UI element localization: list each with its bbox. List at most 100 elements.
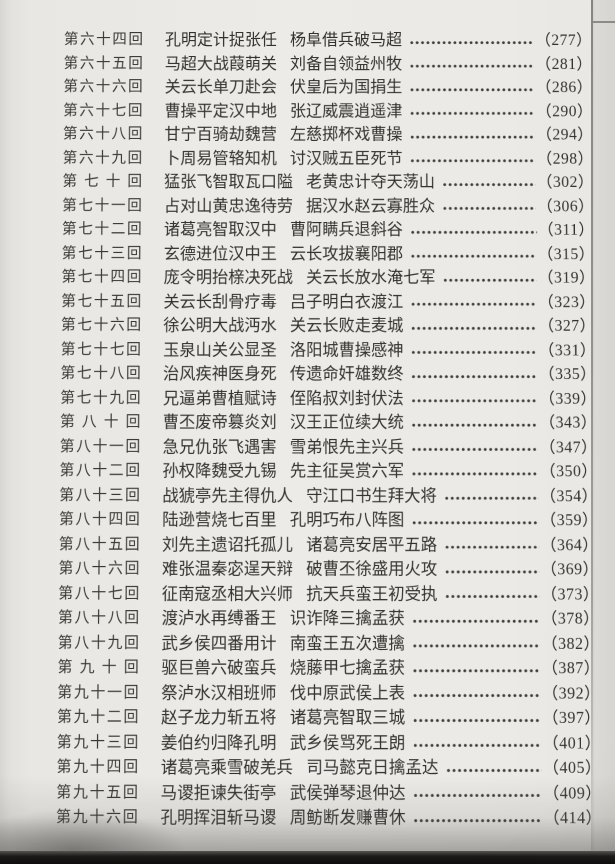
chapter-number: 第七十七回 (60, 341, 141, 358)
page-number: （359） (540, 511, 599, 530)
chapter-title-first: 关云长刮骨疗毒 (163, 293, 277, 311)
page-number: （315） (537, 245, 596, 263)
page-number: （405） (542, 759, 602, 778)
chapter-number: 第七十回 (62, 173, 143, 191)
dot-leader (410, 411, 539, 436)
chapter-title-first: 治风疾神医身死 (162, 365, 277, 384)
chapter-title-first: 卜周易管辂知机 (164, 150, 277, 168)
chapter-number: 第八十一回 (59, 438, 141, 456)
toc-row: 第六十五回 马超大战葭萌关 刘备自领益州牧 （281） (0, 52, 593, 77)
chapter-title-second: 杨阜借兵破马超 (290, 31, 403, 50)
page-number: （364） (540, 536, 599, 554)
book-edge-dark-strip (0, 851, 615, 864)
chapter-title-second: 老黄忠计夺天荡山 (306, 173, 436, 192)
chapter-number: 第七十五回 (61, 293, 142, 310)
chapter-title-second: 云长攻拔襄阳郡 (289, 245, 404, 263)
page-number: （350） (539, 462, 598, 481)
chapter-number: 第九十一回 (57, 684, 139, 702)
chapter-title-second: 吕子明白衣渡江 (289, 293, 404, 311)
dot-leader (411, 435, 539, 460)
dot-leader (412, 631, 541, 657)
chapter-number: 第九十三回 (56, 734, 139, 752)
chapter-title-first: 难张温秦宓逞天辩 (161, 560, 293, 579)
chapter-title-first: 猛张飞智取瓦口隘 (164, 173, 293, 192)
dot-leader (411, 508, 540, 534)
chapter-number: 第八十回 (59, 414, 141, 431)
toc-row: 第七十五回 关云长刮骨疗毒 吕子明白衣渡江 （323） (0, 290, 596, 315)
chapter-title-second: 诸葛亮智取三城 (289, 709, 406, 728)
dot-leader (409, 147, 536, 171)
chapter-title-second: 武侯弹琴退仲达 (289, 784, 406, 803)
chapter-title-first: 甘宁百骑劫魏营 (164, 126, 277, 144)
page-number: （277） (535, 31, 593, 50)
dot-leader (441, 170, 536, 195)
toc-row: 第九十一回 祭泸水汉相班师 伐中原武侯上表 （392） (0, 681, 601, 707)
page-number: （290） (536, 102, 594, 120)
page-number: （369） (540, 560, 600, 579)
toc-row: 第八十五回 刘先主遗诏托孤儿 诸葛亮安居平五路 （364） (0, 533, 599, 558)
chapter-title-first: 兄逼弟曹植赋诗 (162, 389, 277, 408)
dot-leader (409, 218, 538, 243)
chapter-number: 第六十六回 (63, 79, 143, 96)
page-number: （286） (535, 79, 593, 97)
page-number: （414） (543, 809, 603, 828)
dot-leader (444, 533, 540, 558)
dot-leader (442, 266, 537, 291)
toc-row: 第七十回 猛张飞智取瓦口隘 老黄忠计夺天荡山 （302） (0, 170, 595, 195)
dot-leader (410, 314, 538, 339)
chapter-title-first: 玉泉山关公显圣 (163, 341, 277, 359)
dot-leader (412, 730, 542, 756)
chapter-title-first: 庞令明抬榇决死战 (163, 269, 293, 287)
chapter-title-second: 关云长放水淹七军 (306, 269, 436, 287)
chapter-title-first: 赵子龙力斩五将 (161, 709, 277, 728)
toc-list: 第六十四回 孔明定计捉张任 杨阜借兵破马超 （277） 第六十五回 马超大战葭萌… (0, 29, 603, 832)
dot-leader (444, 582, 541, 607)
chapter-title-second: 据汉水赵云寡胜众 (306, 197, 436, 215)
page-number: （392） (542, 684, 601, 703)
page-number: （397） (542, 709, 602, 728)
chapter-number: 第八十八回 (57, 610, 140, 627)
toc-row: 第八十七回 征南寇丞相大兴师 抗天兵蛮王初受执 （373） (0, 582, 599, 607)
chapter-title-first: 急兄仇张飞遇害 (162, 438, 277, 457)
toc-row: 第六十九回 卜周易管辂知机 讨汉贼五臣死节 （298） (0, 147, 594, 171)
page-number: （306） (536, 197, 595, 215)
chapter-title-second: 关云长败走麦城 (289, 317, 404, 335)
dot-leader (412, 780, 543, 807)
page-number: （294） (536, 126, 594, 144)
dot-leader (412, 706, 542, 731)
page-number: （335） (538, 365, 597, 384)
page-number: （409） (543, 784, 602, 803)
toc-row: 第八十一回 急兄仇张飞遇害 雪弟恨先主兴兵 （347） (0, 435, 598, 460)
chapter-title-second: 刘备自领益州牧 (290, 55, 403, 73)
page-number: （302） (536, 173, 595, 192)
toc-row: 第七十一回 占对山黄忠逸待劳 据汉水赵云寡胜众 （306） (0, 194, 595, 219)
toc-row: 第八十三回 战猇亭先主得仇人 守江口书生拜大将 （354） (0, 484, 598, 509)
toc-row: 第九十六回 孔明挥泪斩马谡 周鲂断发赚曹休 （414） (0, 806, 603, 832)
chapter-title-second: 洛阳城曹操感神 (289, 341, 404, 359)
chapter-number: 第八十三回 (59, 487, 140, 504)
chapter-number: 第九十五回 (56, 784, 138, 802)
dot-leader (409, 76, 535, 100)
toc-row: 第八十回 曹丕废帝篡炎刘 汉王正位续大统 （343） (0, 411, 597, 436)
chapter-title-first: 马谡拒谏失街亭 (160, 784, 277, 803)
toc-row: 第七十二回 诸葛亮智取汉中 曹阿瞒兵退斜谷 （311） (0, 218, 595, 243)
chapter-title-second: 武乡侯骂死王朗 (289, 734, 406, 753)
toc-row: 第七十四回 庞令明抬榇决死战 关云长放水淹七军 （319） (0, 266, 595, 291)
chapter-number: 第六十四回 (63, 31, 143, 49)
dot-leader (445, 755, 543, 781)
page-number: （281） (535, 55, 593, 73)
dot-leader (409, 52, 535, 77)
chapter-title-first: 占对山黄忠逸待劳 (163, 197, 293, 215)
chapter-title-second: 先主征吴赏六军 (289, 462, 405, 481)
page-number: （373） (541, 585, 600, 604)
page-number: （378） (541, 610, 600, 628)
dot-leader (410, 290, 538, 315)
toc-row: 第六十四回 孔明定计捉张任 杨阜借兵破马超 （277） (0, 29, 592, 53)
dot-leader (443, 484, 540, 509)
chapter-title-first: 祭泸水汉相班师 (161, 684, 277, 703)
chapter-title-second: 雪弟恨先主兴兵 (289, 438, 405, 457)
toc-row: 第九十二回 赵子龙力斩五将 诸葛亮智取三城 （397） (0, 706, 601, 731)
dot-leader (412, 806, 543, 832)
toc-row: 第六十七回 曹操平定汉中地 张辽威震逍遥津 （290） (0, 99, 594, 124)
